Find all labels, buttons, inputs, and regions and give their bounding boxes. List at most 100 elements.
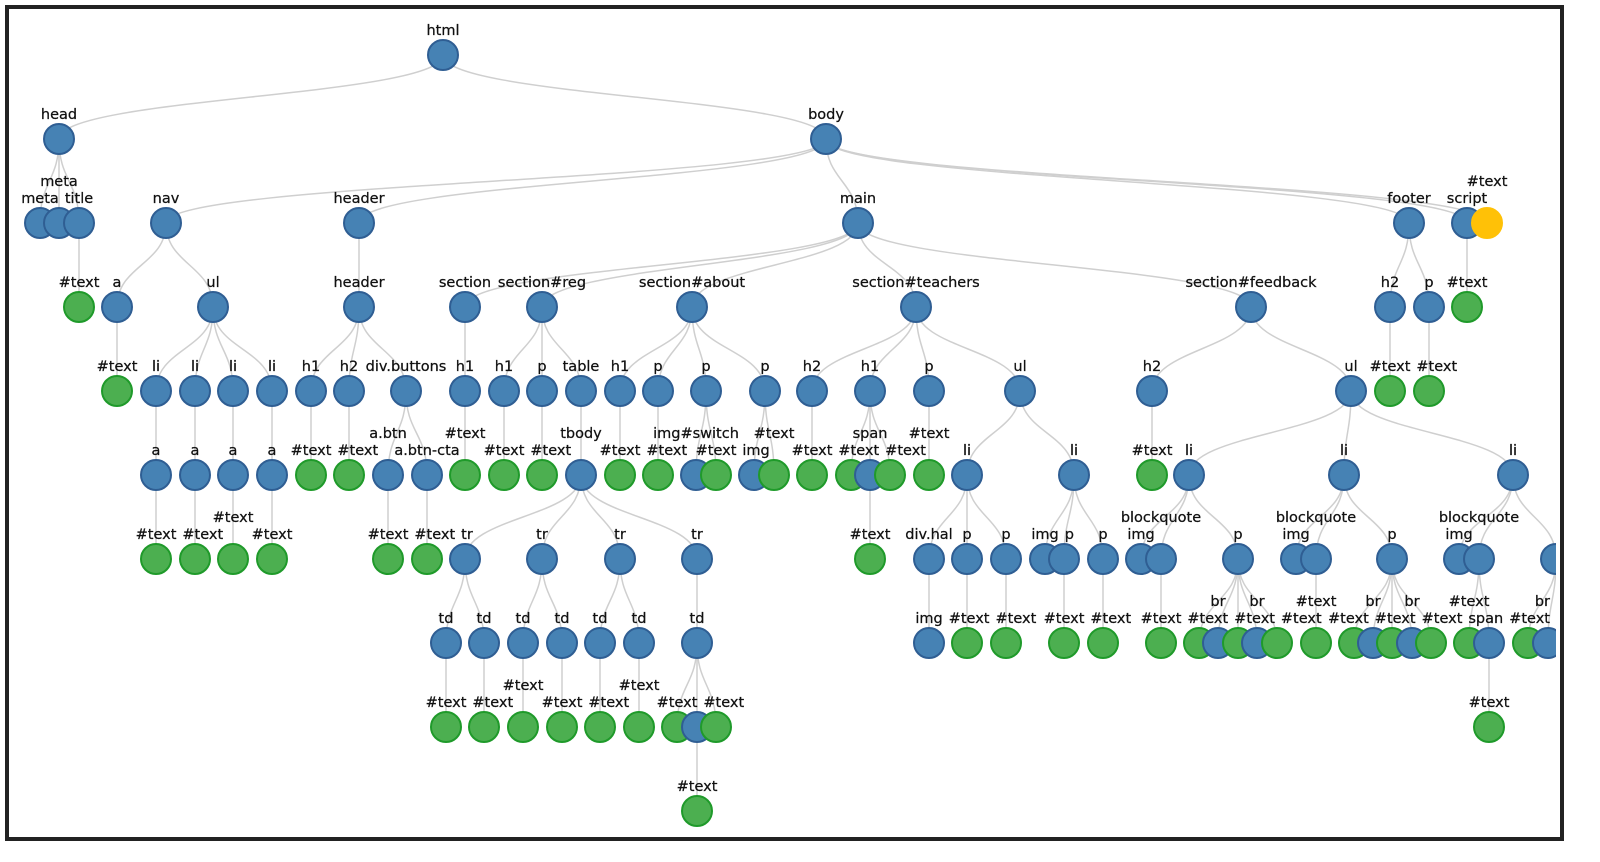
element-node-circle[interactable] <box>1473 627 1505 659</box>
tree-node-p[interactable] <box>1222 543 1254 575</box>
tree-node-p[interactable] <box>1376 543 1408 575</box>
tree-node-h2[interactable] <box>1374 291 1406 323</box>
tree-node-text[interactable] <box>1087 627 1119 659</box>
element-node-circle[interactable] <box>913 627 945 659</box>
element-node-circle[interactable] <box>900 291 932 323</box>
tree-node-text[interactable] <box>1471 207 1503 239</box>
element-node-circle[interactable] <box>1058 459 1090 491</box>
tree-node-section-feedback[interactable] <box>1235 291 1267 323</box>
text-node-circle[interactable] <box>546 711 578 743</box>
element-node-circle[interactable] <box>1540 543 1571 575</box>
tree-node-img[interactable] <box>913 627 945 659</box>
tree-node-td[interactable] <box>584 627 616 659</box>
text-node-circle[interactable] <box>1451 291 1483 323</box>
tree-node-p[interactable] <box>690 375 722 407</box>
element-node-circle[interactable] <box>1393 207 1425 239</box>
tree-node-div-buttons[interactable] <box>390 375 422 407</box>
tree-node-h2[interactable] <box>333 375 365 407</box>
text-node-circle[interactable] <box>140 543 172 575</box>
text-node-circle[interactable] <box>1415 627 1447 659</box>
tree-node-text[interactable] <box>700 711 732 743</box>
tree-node-text[interactable] <box>796 459 828 491</box>
tree-node-text[interactable] <box>681 795 713 827</box>
tree-node-text[interactable] <box>1451 291 1483 323</box>
element-node-circle[interactable] <box>488 375 520 407</box>
element-node-circle[interactable] <box>333 375 365 407</box>
tree-node-h2[interactable] <box>796 375 828 407</box>
tree-node-td[interactable] <box>468 627 500 659</box>
element-node-circle[interactable] <box>343 291 375 323</box>
element-node-circle[interactable] <box>913 543 945 575</box>
tree-node-text[interactable] <box>1136 459 1168 491</box>
tree-node-section-teachers[interactable] <box>900 291 932 323</box>
tree-node-section-reg[interactable] <box>526 291 558 323</box>
tree-node-text[interactable] <box>1413 375 1445 407</box>
tree-node-text[interactable] <box>854 543 886 575</box>
tree-node-a[interactable] <box>179 459 211 491</box>
element-node-circle[interactable] <box>179 375 211 407</box>
text-node-circle[interactable] <box>526 459 558 491</box>
tree-node-text[interactable] <box>217 543 249 575</box>
element-node-circle[interactable] <box>526 375 558 407</box>
tree-node-text[interactable] <box>604 459 636 491</box>
element-node-circle[interactable] <box>681 543 713 575</box>
text-node-circle[interactable] <box>256 543 288 575</box>
text-node-circle[interactable] <box>1048 627 1080 659</box>
tree-node-a[interactable] <box>101 291 133 323</box>
element-node-circle[interactable] <box>390 375 422 407</box>
element-node-circle[interactable] <box>1463 543 1495 575</box>
element-node-circle[interactable] <box>642 375 674 407</box>
tree-node-text[interactable] <box>1261 627 1293 659</box>
tree-node-text[interactable] <box>913 459 945 491</box>
tree-node-text[interactable] <box>507 711 539 743</box>
element-node-circle[interactable] <box>1222 543 1254 575</box>
tree-node-text[interactable] <box>1048 627 1080 659</box>
tree-node-li[interactable] <box>179 375 211 407</box>
element-node-circle[interactable] <box>951 459 983 491</box>
text-node-circle[interactable] <box>449 459 481 491</box>
tree-node-a[interactable] <box>256 459 288 491</box>
text-node-circle[interactable] <box>1473 711 1505 743</box>
tree-node-text[interactable] <box>449 459 481 491</box>
element-node-circle[interactable] <box>1173 459 1205 491</box>
text-node-circle[interactable] <box>63 291 95 323</box>
element-node-circle[interactable] <box>842 207 874 239</box>
text-node-circle[interactable] <box>623 711 655 743</box>
tree-node-main[interactable] <box>842 207 874 239</box>
element-node-circle[interactable] <box>217 459 249 491</box>
element-node-circle[interactable] <box>217 375 249 407</box>
element-node-circle[interactable] <box>295 375 327 407</box>
text-node-circle[interactable] <box>854 543 886 575</box>
tree-node-text[interactable] <box>1300 627 1332 659</box>
element-node-circle[interactable] <box>854 375 886 407</box>
element-node-circle[interactable] <box>796 375 828 407</box>
tree-node-text[interactable] <box>1473 711 1505 743</box>
element-node-circle[interactable] <box>449 291 481 323</box>
element-node-circle[interactable] <box>810 123 842 155</box>
element-node-circle[interactable] <box>623 627 655 659</box>
text-node-circle[interactable] <box>642 459 674 491</box>
tree-node-tr[interactable] <box>681 543 713 575</box>
tree-node-div-hal[interactable] <box>913 543 945 575</box>
element-node-circle[interactable] <box>676 291 708 323</box>
element-node-circle[interactable] <box>150 207 182 239</box>
tree-node-a[interactable] <box>217 459 249 491</box>
text-node-circle[interactable] <box>1413 375 1445 407</box>
text-node-circle[interactable] <box>411 543 443 575</box>
tree-node-text[interactable] <box>700 459 732 491</box>
tree-node-header[interactable] <box>343 207 375 239</box>
tree-node-a-btn[interactable] <box>372 459 404 491</box>
text-node-circle[interactable] <box>990 627 1022 659</box>
tree-node-text[interactable] <box>1374 375 1406 407</box>
text-node-circle[interactable] <box>1300 627 1332 659</box>
tree-node-a-btn-cta[interactable] <box>411 459 443 491</box>
text-node-circle[interactable] <box>295 459 327 491</box>
tree-node-br[interactable] <box>1532 627 1563 659</box>
tree-node-text[interactable] <box>256 543 288 575</box>
tree-node-p[interactable] <box>749 375 781 407</box>
tree-node-td[interactable] <box>546 627 578 659</box>
element-node-circle[interactable] <box>1328 459 1360 491</box>
text-node-circle[interactable] <box>1374 375 1406 407</box>
tree-node-p[interactable] <box>990 543 1022 575</box>
tree-node-td[interactable] <box>681 627 713 659</box>
